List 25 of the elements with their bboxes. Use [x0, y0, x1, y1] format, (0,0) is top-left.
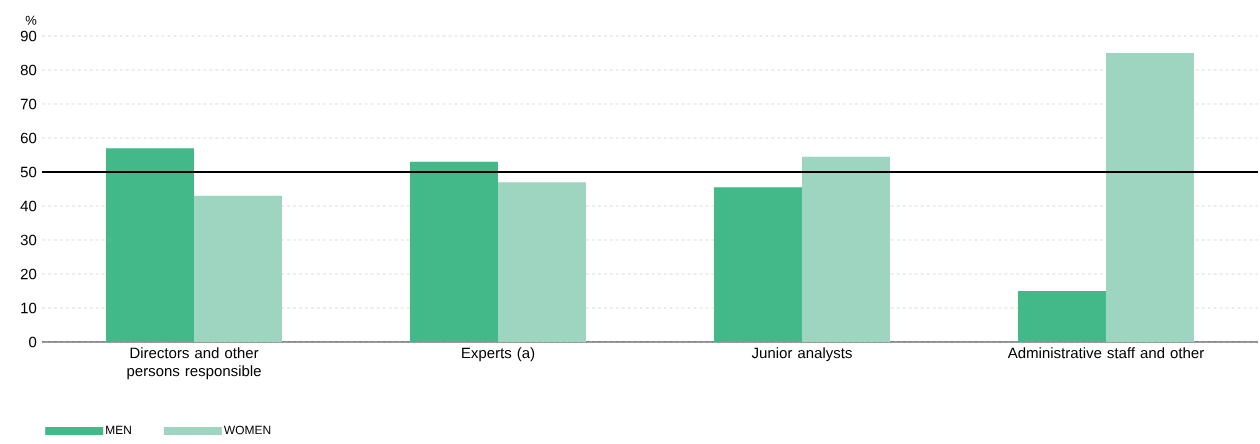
bar [801, 156, 890, 342]
y-tick-label: 90 [20, 30, 37, 42]
bar [1017, 290, 1106, 342]
y-axis-title: % [25, 15, 37, 25]
y-tick-label: 20 [20, 268, 37, 280]
x-tick-label: Junior analysts [751, 347, 852, 362]
x-tick-label: Administrative staff and other [1007, 347, 1204, 359]
y-tick-label: 0 [29, 336, 37, 348]
y-tick-label: 70 [20, 98, 37, 110]
y-tick-label: 50 [20, 166, 37, 178]
bar [194, 195, 283, 342]
bar [713, 187, 802, 342]
legend-label: WOMEN [223, 425, 271, 435]
bar [410, 161, 498, 342]
y-tick-label: 30 [20, 234, 37, 246]
y-tick-label: 60 [20, 132, 37, 144]
y-tick-label: 40 [20, 200, 37, 212]
x-tick-label: Experts (a) [462, 347, 535, 362]
y-tick-label: 80 [20, 64, 37, 76]
x-tick-label: Directors and other persons responsible [127, 347, 261, 380]
legend-label: MEN [106, 425, 131, 435]
bar [1105, 53, 1194, 342]
bar [106, 148, 195, 342]
y-tick-label: 10 [21, 302, 37, 314]
bar [498, 182, 586, 342]
